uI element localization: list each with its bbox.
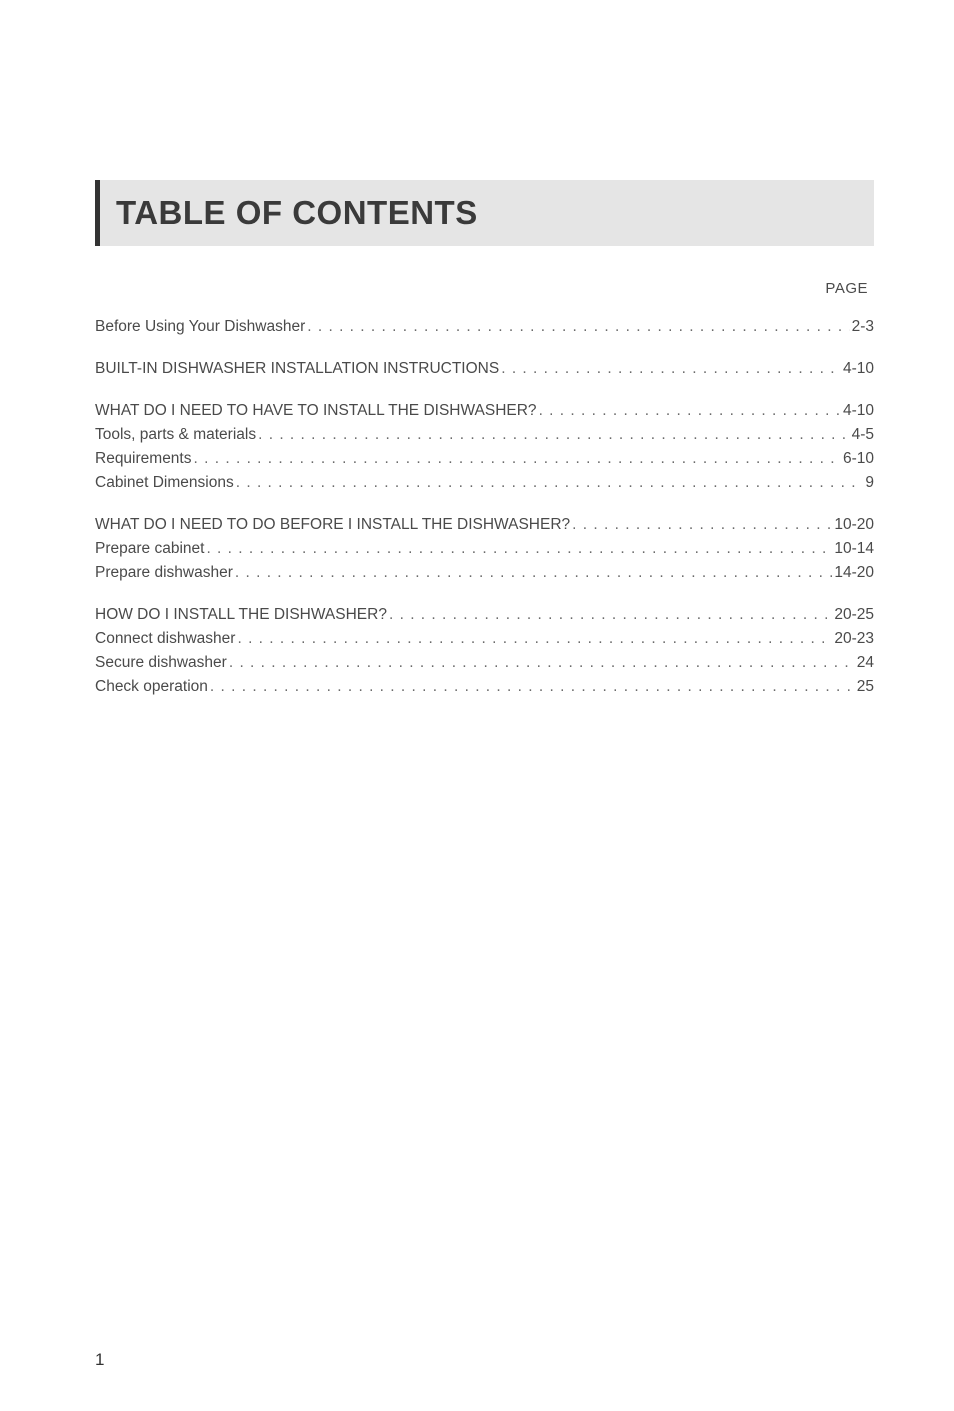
- title-block: TABLE OF CONTENTS: [95, 180, 874, 246]
- toc-row: HOW DO I INSTALL THE DISHWASHER? 20-25: [95, 603, 874, 627]
- toc-row: Check operation 25: [95, 675, 874, 699]
- toc-page: 24: [855, 651, 874, 675]
- toc-page: 20-25: [832, 603, 874, 627]
- page-container: TABLE OF CONTENTS PAGE Before Using Your…: [0, 0, 954, 699]
- toc-label: Requirements: [95, 447, 192, 471]
- toc-leader-dots: [233, 561, 832, 585]
- toc-label: Prepare dishwasher: [95, 561, 233, 585]
- toc-label: Tools, parts & materials: [95, 423, 256, 447]
- toc-group: WHAT DO I NEED TO DO BEFORE I INSTALL TH…: [95, 513, 874, 585]
- toc-leader-dots: [256, 423, 850, 447]
- toc-label: Connect dishwasher: [95, 627, 235, 651]
- toc-group: BUILT-IN DISHWASHER INSTALLATION INSTRUC…: [95, 357, 874, 381]
- toc-leader-dots: [234, 471, 864, 495]
- toc-page: 4-5: [850, 423, 874, 447]
- toc-label: Prepare cabinet: [95, 537, 204, 561]
- toc-row: Requirements 6-10: [95, 447, 874, 471]
- page-column-header: PAGE: [95, 280, 868, 297]
- toc-row: Tools, parts & materials 4-5: [95, 423, 874, 447]
- toc-page: 2-3: [850, 315, 874, 339]
- toc-leader-dots: [235, 627, 832, 651]
- toc-leader-dots: [208, 675, 855, 699]
- toc-group: Before Using Your Dishwasher 2-3: [95, 315, 874, 339]
- toc-leader-dots: [192, 447, 841, 471]
- toc-page: 6-10: [841, 447, 874, 471]
- toc-leader-dots: [570, 513, 832, 537]
- toc-leader-dots: [305, 315, 849, 339]
- toc-label: Check operation: [95, 675, 208, 699]
- table-of-contents: Before Using Your Dishwasher 2-3 BUILT-IN …: [95, 315, 874, 699]
- toc-page: 4-10: [841, 357, 874, 381]
- toc-leader-dots: [537, 399, 841, 423]
- toc-page: 25: [855, 675, 874, 699]
- toc-row: Secure dishwasher 24: [95, 651, 874, 675]
- toc-label: Cabinet Dimensions: [95, 471, 234, 495]
- toc-row: Cabinet Dimensions 9: [95, 471, 874, 495]
- toc-group: HOW DO I INSTALL THE DISHWASHER?20-25Con…: [95, 603, 874, 699]
- toc-row: Connect dishwasher 20-23: [95, 627, 874, 651]
- toc-leader-dots: [499, 357, 841, 381]
- toc-row: WHAT DO I NEED TO DO BEFORE I INSTALL TH…: [95, 513, 874, 537]
- toc-leader-dots: [227, 651, 855, 675]
- toc-page: 20-23: [832, 627, 874, 651]
- toc-row: Prepare dishwasher 14-20: [95, 561, 874, 585]
- toc-row: BUILT-IN DISHWASHER INSTALLATION INSTRUC…: [95, 357, 874, 381]
- toc-label: HOW DO I INSTALL THE DISHWASHER?: [95, 603, 387, 627]
- toc-page: 10-20: [832, 513, 874, 537]
- toc-row: WHAT DO I NEED TO HAVE TO INSTALL THE DI…: [95, 399, 874, 423]
- toc-row: Before Using Your Dishwasher 2-3: [95, 315, 874, 339]
- toc-leader-dots: [204, 537, 832, 561]
- toc-label: Before Using Your Dishwasher: [95, 315, 305, 339]
- toc-page: 14-20: [832, 561, 874, 585]
- toc-leader-dots: [387, 603, 832, 627]
- toc-page: 4-10: [841, 399, 874, 423]
- document-title: TABLE OF CONTENTS: [116, 194, 874, 232]
- toc-page: 10-14: [832, 537, 874, 561]
- toc-row: Prepare cabinet 10-14: [95, 537, 874, 561]
- toc-page: 9: [863, 471, 874, 495]
- toc-label: BUILT-IN DISHWASHER INSTALLATION INSTRUC…: [95, 357, 499, 381]
- toc-label: WHAT DO I NEED TO HAVE TO INSTALL THE DI…: [95, 399, 537, 423]
- toc-group: WHAT DO I NEED TO HAVE TO INSTALL THE DI…: [95, 399, 874, 495]
- toc-label: WHAT DO I NEED TO DO BEFORE I INSTALL TH…: [95, 513, 570, 537]
- page-number: 1: [95, 1350, 104, 1370]
- toc-label: Secure dishwasher: [95, 651, 227, 675]
